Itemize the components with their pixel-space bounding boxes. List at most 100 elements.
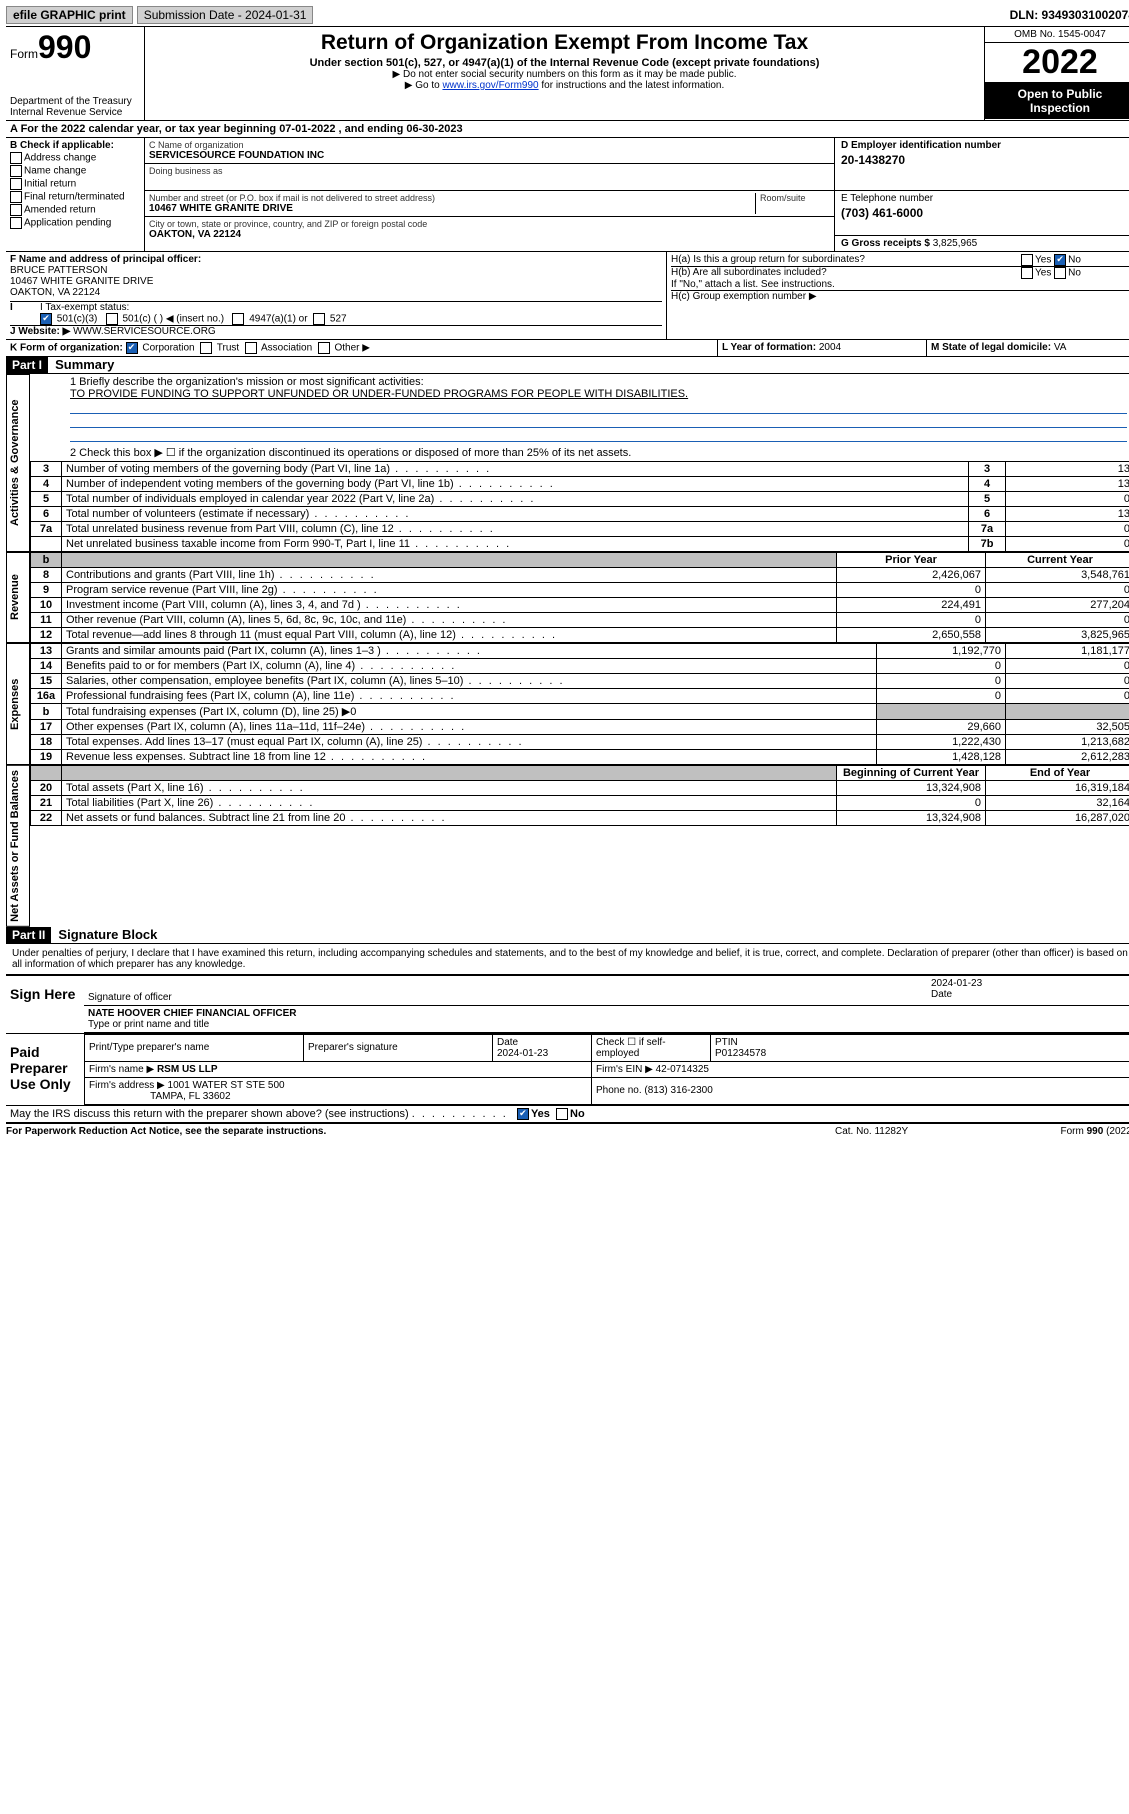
chk-trust[interactable] bbox=[200, 342, 212, 354]
org-name: SERVICESOURCE FOUNDATION INC bbox=[149, 150, 830, 161]
open-to-public: Open to Public Inspection bbox=[985, 83, 1129, 119]
part2-header: Part II bbox=[6, 927, 51, 943]
chk-name-change[interactable] bbox=[10, 165, 22, 177]
officer-printed-name: NATE HOOVER CHIEF FINANCIAL OFFICER bbox=[88, 1008, 297, 1019]
firm-name: RSM US LLP bbox=[157, 1064, 218, 1075]
sig-officer-label: Signature of officer bbox=[88, 992, 172, 1003]
side-governance: Activities & Governance bbox=[6, 374, 30, 552]
chk-4947[interactable] bbox=[232, 313, 244, 325]
q1-label: 1 Briefly describe the organization's mi… bbox=[70, 376, 1127, 388]
sig-date-label: Date bbox=[931, 989, 952, 1000]
chk-501c[interactable] bbox=[106, 313, 118, 325]
name-label: C Name of organization bbox=[149, 140, 830, 150]
paperwork-notice: For Paperwork Reduction Act Notice, see … bbox=[6, 1126, 835, 1137]
year-formation: 2004 bbox=[819, 342, 841, 353]
chk-hb-yes[interactable] bbox=[1021, 267, 1033, 279]
hc-label: H(c) Group exemption number ▶ bbox=[671, 291, 1129, 302]
row-m-label: M State of legal domicile: bbox=[931, 342, 1051, 353]
sign-here-label: Sign Here bbox=[6, 976, 84, 1033]
hb-note: If "No," attach a list. See instructions… bbox=[671, 279, 1129, 291]
form-subtitle: Under section 501(c), 527, or 4947(a)(1)… bbox=[151, 57, 978, 69]
chk-ha-yes[interactable] bbox=[1021, 254, 1033, 266]
website-value: WWW.SERVICESOURCE.ORG bbox=[73, 326, 216, 337]
state-domicile: VA bbox=[1054, 342, 1067, 353]
part2-title: Signature Block bbox=[58, 927, 157, 942]
officer-addr2: OAKTON, VA 22124 bbox=[10, 287, 100, 298]
side-expenses: Expenses bbox=[6, 643, 30, 765]
form-title: Return of Organization Exempt From Incom… bbox=[151, 31, 978, 55]
paid-preparer-label: Paid Preparer Use Only bbox=[6, 1034, 84, 1105]
declaration-text: Under penalties of perjury, I declare th… bbox=[6, 944, 1129, 974]
row-a-tax-year: A For the 2022 calendar year, or tax yea… bbox=[6, 121, 1129, 138]
phone-label: E Telephone number bbox=[841, 193, 933, 204]
side-revenue: Revenue bbox=[6, 552, 30, 643]
paid-preparer-table: Print/Type preparer's name Preparer's si… bbox=[84, 1034, 1129, 1105]
chk-association[interactable] bbox=[245, 342, 257, 354]
chk-corporation[interactable]: ✔ bbox=[126, 342, 138, 354]
ptin-value: P01234578 bbox=[715, 1048, 766, 1059]
chk-501c3[interactable]: ✔ bbox=[40, 313, 52, 325]
row-l-label: L Year of formation: bbox=[722, 342, 816, 353]
row-i-label: I Tax-exempt status: bbox=[40, 302, 129, 313]
net-assets-table: Beginning of Current YearEnd of Year20To… bbox=[30, 765, 1129, 826]
page-footer: For Paperwork Reduction Act Notice, see … bbox=[6, 1123, 1129, 1137]
hb-label: H(b) Are all subordinates included? bbox=[671, 267, 827, 278]
mission-text: TO PROVIDE FUNDING TO SUPPORT UNFUNDED O… bbox=[70, 388, 1127, 400]
form-number: Form990 bbox=[10, 29, 140, 66]
chk-527[interactable] bbox=[313, 313, 325, 325]
city-state-zip: OAKTON, VA 22124 bbox=[149, 229, 830, 240]
revenue-table: bPrior YearCurrent Year8Contributions an… bbox=[30, 552, 1129, 643]
chk-hb-no[interactable] bbox=[1054, 267, 1066, 279]
chk-other[interactable] bbox=[318, 342, 330, 354]
dba-label: Doing business as bbox=[149, 166, 830, 176]
firm-address: 1001 WATER ST STE 500 bbox=[168, 1080, 285, 1091]
phone-value: (703) 461-6000 bbox=[841, 206, 1129, 220]
chk-ha-no[interactable]: ✔ bbox=[1054, 254, 1066, 266]
chk-address-change[interactable] bbox=[10, 152, 22, 164]
section-b-label: B Check if applicable: bbox=[10, 140, 140, 151]
chk-amended[interactable] bbox=[10, 204, 22, 216]
dept-label: Department of the Treasury Internal Reve… bbox=[10, 96, 140, 118]
chk-discuss-no[interactable] bbox=[556, 1108, 568, 1120]
chk-final-return[interactable] bbox=[10, 191, 22, 203]
q2-label: 2 Check this box ▶ ☐ if the organization… bbox=[30, 444, 1129, 461]
street-address: 10467 WHITE GRANITE DRIVE bbox=[149, 203, 755, 214]
omb-number: OMB No. 1545-0047 bbox=[985, 27, 1129, 42]
ha-label: H(a) Is this a group return for subordin… bbox=[671, 254, 865, 265]
part1-title: Summary bbox=[55, 357, 114, 372]
part1-header: Part I bbox=[6, 357, 48, 373]
row-k-label: K Form of organization: bbox=[10, 343, 123, 354]
chk-discuss-yes[interactable]: ✔ bbox=[517, 1108, 529, 1120]
instructions-link-row: ▶ Go to www.irs.gov/Form990 for instruct… bbox=[151, 80, 978, 91]
sig-date: 2024-01-23 bbox=[931, 978, 982, 989]
catalog-number: Cat. No. 11282Y bbox=[835, 1126, 985, 1137]
top-bar: efile GRAPHIC print Submission Date - 20… bbox=[6, 6, 1129, 27]
self-employed: Check ☐ if self-employed bbox=[592, 1034, 711, 1061]
room-label: Room/suite bbox=[760, 193, 806, 203]
prep-sig-label: Preparer's signature bbox=[304, 1034, 493, 1061]
officer-sub-label: Type or print name and title bbox=[88, 1019, 209, 1030]
submission-date: Submission Date - 2024-01-31 bbox=[137, 6, 314, 24]
tax-year: 2022 bbox=[985, 42, 1129, 83]
dln: DLN: 93493031002074 bbox=[1010, 8, 1129, 22]
ein-label: D Employer identification number bbox=[841, 140, 1001, 151]
instructions-link[interactable]: www.irs.gov/Form990 bbox=[442, 80, 538, 91]
ssn-warning: ▶ Do not enter social security numbers o… bbox=[151, 69, 978, 80]
gross-receipts-label: G Gross receipts $ bbox=[841, 238, 930, 249]
expenses-table: 13Grants and similar amounts paid (Part … bbox=[30, 643, 1129, 765]
chk-initial-return[interactable] bbox=[10, 178, 22, 190]
addr-label: Number and street (or P.O. box if mail i… bbox=[149, 193, 755, 203]
row-j-label: J Website: ▶ bbox=[10, 326, 70, 337]
firm-ein: 42-0714325 bbox=[656, 1064, 709, 1075]
row-klm: K Form of organization: ✔ Corporation Tr… bbox=[6, 340, 1129, 357]
form-footer: Form 990 (2022) bbox=[985, 1126, 1129, 1137]
ein-value: 20-1438270 bbox=[841, 153, 1129, 167]
governance-table: 3Number of voting members of the governi… bbox=[30, 461, 1129, 552]
efile-print-button[interactable]: efile GRAPHIC print bbox=[6, 6, 133, 24]
section-bcdeg: B Check if applicable: Address change Na… bbox=[6, 138, 1129, 252]
chk-application-pending[interactable] bbox=[10, 217, 22, 229]
prep-name-label: Print/Type preparer's name bbox=[85, 1034, 304, 1061]
officer-name: BRUCE PATTERSON bbox=[10, 265, 107, 276]
officer-addr1: 10467 WHITE GRANITE DRIVE bbox=[10, 276, 153, 287]
city-label: City or town, state or province, country… bbox=[149, 219, 830, 229]
